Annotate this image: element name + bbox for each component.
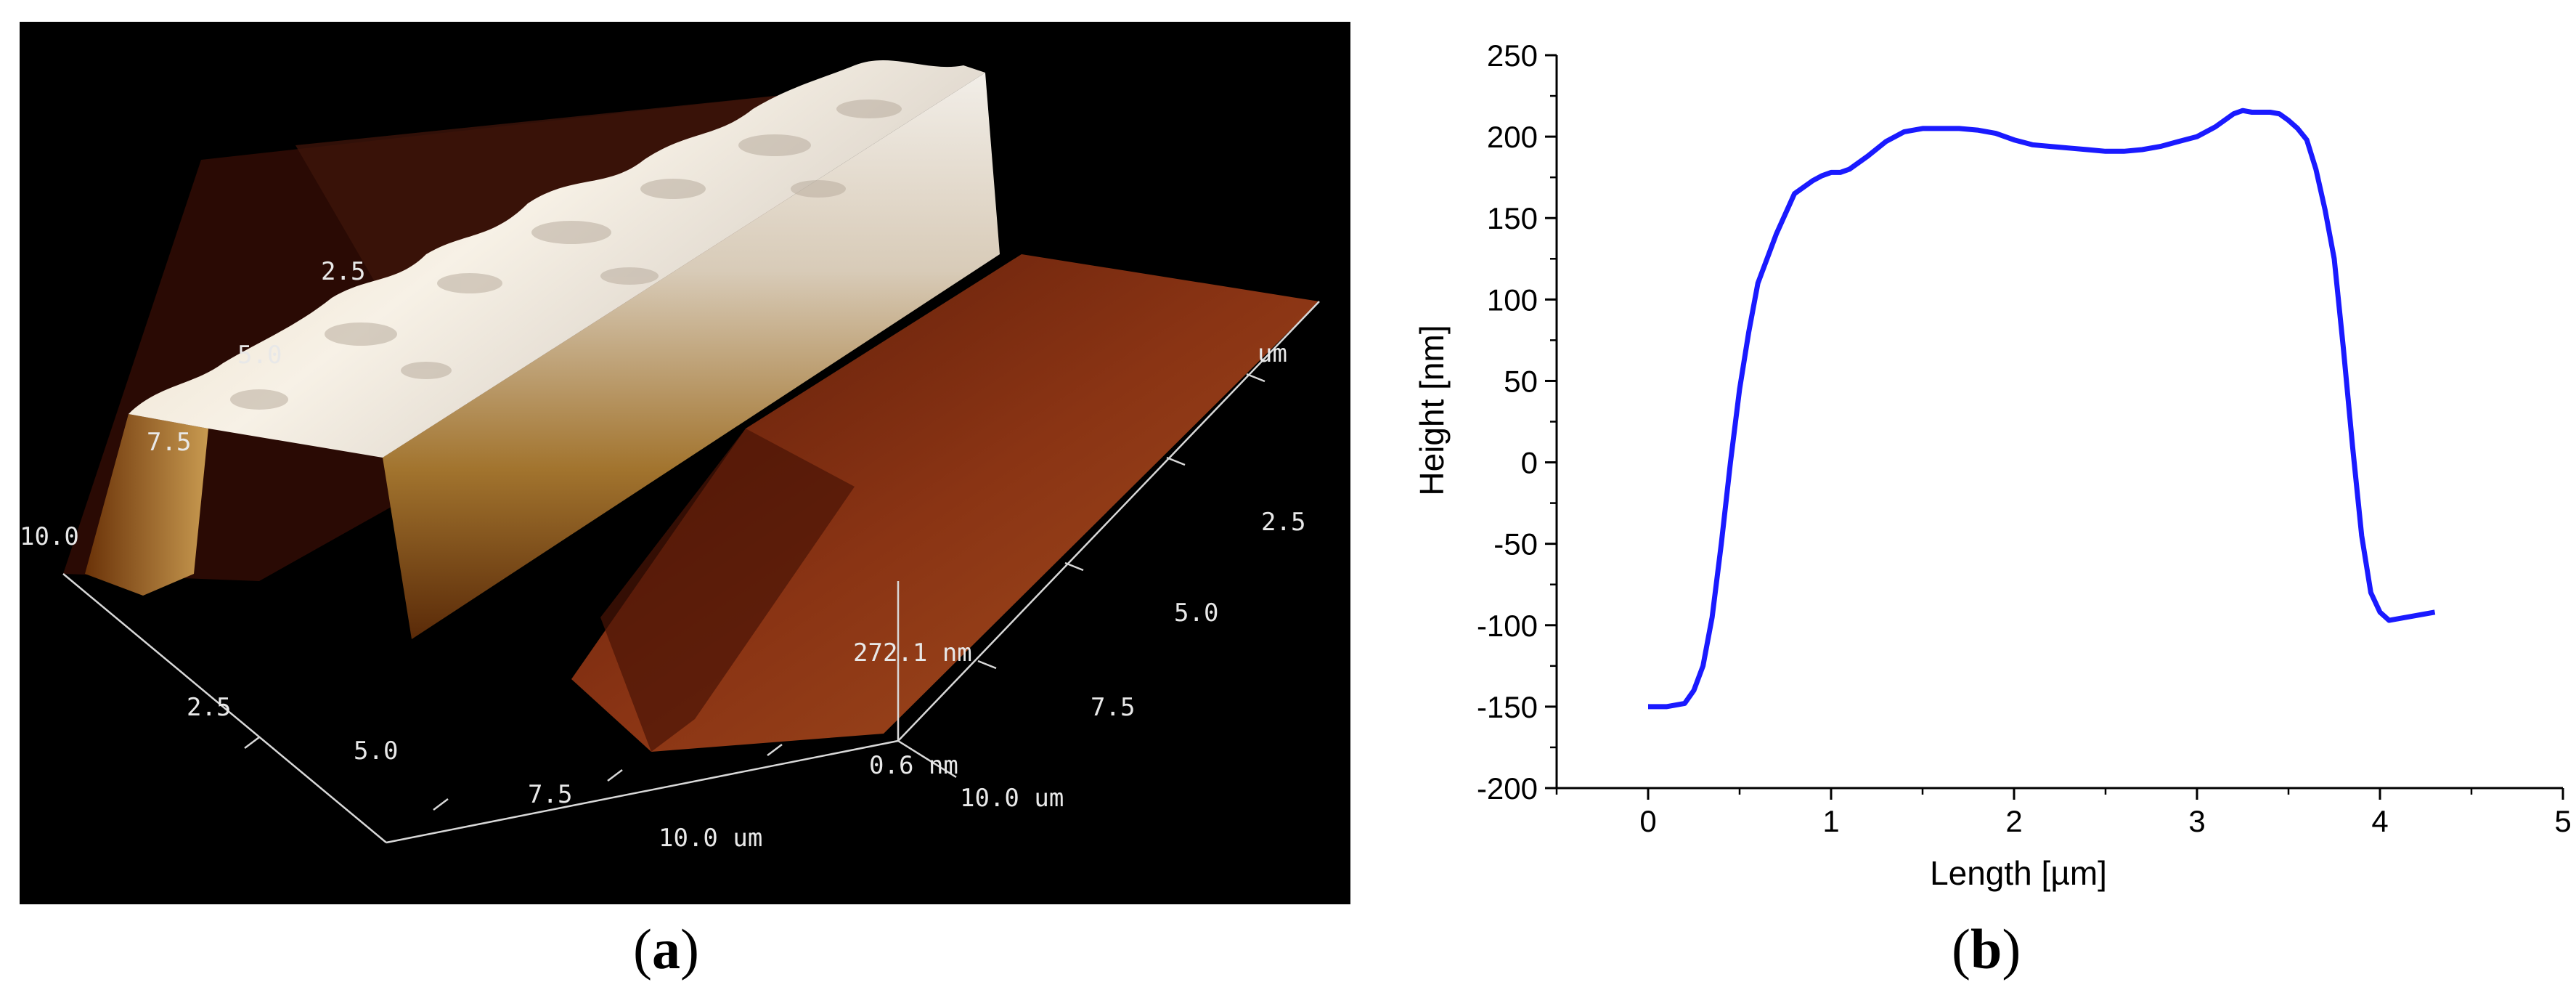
afm-y-label-2: 5.0	[237, 341, 282, 370]
afm-ridge-top	[129, 60, 985, 458]
y-tick-label: 200	[1487, 120, 1538, 154]
x-tick-label: 0	[1639, 804, 1656, 838]
afm-ridge-front-wall	[383, 73, 1000, 639]
afm-x-label-1: 2.5	[187, 693, 231, 722]
afm-x-label-2: 5.0	[354, 737, 398, 766]
afm-right-label-4: 10.0 um	[960, 784, 1064, 813]
caption-b-letter: b	[1970, 917, 2002, 981]
caption-a-letter: a	[651, 917, 680, 981]
afm-right-label-unit: um	[1258, 339, 1287, 368]
height-profile-chart: -200 -150 -100 -50 0 50 100 150 200 250 0 1 2 3 4 5 Len…	[1413, 38, 2570, 892]
profile-line	[1648, 107, 2436, 710]
y-axis-title: Height [nm]	[1413, 325, 1451, 495]
y-tick-label: -100	[1477, 609, 1538, 643]
y-tick-label: -50	[1493, 527, 1538, 561]
afm-z-min-label: 0.6 nm	[869, 751, 958, 780]
afm-z-max-label: 272.1 nm	[853, 638, 972, 668]
afm-y-label-1: 2.5	[321, 257, 365, 286]
y-tick-label: 50	[1504, 364, 1538, 398]
y-tick-label: 250	[1487, 38, 1538, 73]
caption-b: (b)	[1952, 917, 2021, 981]
afm-right-label-2: 5.0	[1174, 599, 1218, 628]
chart-tick-labels: -200 -150 -100 -50 0 50 100 150 200 250 0 1 2 3 4 5	[1477, 38, 2570, 838]
chart-axes	[1555, 55, 2563, 790]
afm-x-label-3: 7.5	[528, 780, 572, 809]
y-tick-label: 100	[1487, 283, 1538, 317]
x-axis-title: Length [µm]	[1930, 854, 2107, 892]
afm-axis-ticks	[244, 373, 1265, 811]
afm-y-label-4: 10.0	[20, 522, 79, 551]
afm-substrate	[571, 254, 1319, 752]
x-tick-label: 4	[2371, 804, 2388, 838]
afm-right-label-1: 2.5	[1261, 508, 1305, 537]
y-tick-label: 150	[1487, 201, 1538, 235]
afm-3d-image: 2.5 5.0 7.5 10.0 2.5 5.0 7.5 10.0 um um …	[20, 22, 1350, 904]
x-tick-label: 2	[2005, 804, 2022, 838]
y-tick-label: -150	[1477, 690, 1538, 724]
x-tick-label: 1	[1822, 804, 1839, 838]
afm-ridge-end-wall	[85, 414, 208, 596]
y-tick-label: -200	[1477, 771, 1538, 806]
caption-a: (a)	[633, 917, 699, 981]
afm-ridge-texture	[230, 100, 902, 410]
x-tick-label: 3	[2188, 804, 2205, 838]
y-tick-label: 0	[1521, 446, 1538, 480]
afm-substrate-shade	[600, 429, 855, 752]
afm-x-label-4: 10.0 um	[659, 824, 762, 853]
afm-right-label-3: 7.5	[1091, 693, 1135, 722]
chart-ticks	[1545, 54, 2564, 800]
afm-y-label-3: 7.5	[147, 428, 191, 457]
x-tick-label: 5	[2554, 804, 2570, 838]
